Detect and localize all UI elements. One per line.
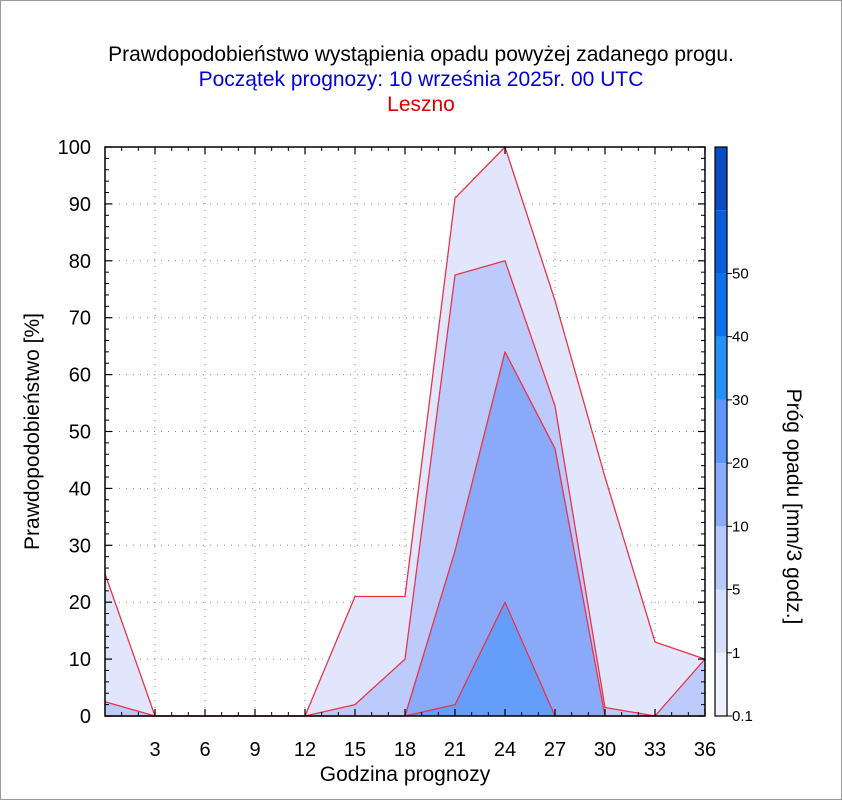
colorbar-segment (715, 463, 727, 527)
colorbar-tick-label: 30 (732, 392, 749, 409)
x-tick-label: 33 (644, 739, 666, 761)
colorbar-tick-label: 0.1 (732, 708, 753, 725)
chart-location: Leszno (387, 93, 455, 116)
y-tick-label: 40 (69, 478, 91, 500)
chart-subtitle: Początek prognozy: 10 września 2025r. 00… (198, 68, 644, 91)
x-tick-label: 30 (594, 739, 616, 761)
colorbar-label: Próg opadu [mm/3 godz.] (782, 389, 805, 625)
chart-title: Prawdopodobieństwo wystąpienia opadu pow… (108, 43, 734, 66)
x-tick-label: 36 (694, 739, 716, 761)
area-threshold-5 (105, 351, 705, 716)
y-tick-label: 0 (80, 706, 91, 728)
colorbar-segment (715, 399, 727, 464)
colorbar-segment (715, 147, 727, 211)
colorbar-segment (715, 589, 727, 653)
colorbar-tick-label: 20 (732, 455, 749, 472)
colorbar-segment (715, 273, 727, 337)
x-tick-label: 18 (394, 739, 416, 761)
x-tick-label: 24 (494, 739, 516, 761)
x-axis-label: Godzina prognozy (320, 763, 491, 786)
x-tick-label: 6 (199, 739, 210, 761)
x-tick-label: 12 (294, 739, 316, 761)
y-tick-label: 30 (69, 535, 91, 557)
y-tick-label: 100 (58, 137, 91, 159)
x-tick-label: 9 (249, 739, 260, 761)
x-tick-label: 21 (444, 739, 466, 761)
colorbar-segment (715, 210, 727, 274)
y-tick-label: 60 (69, 365, 91, 387)
y-axis-label: Prawdopodobieństwo [%] (21, 313, 44, 550)
colorbar-tick-label: 50 (732, 265, 749, 282)
y-tick-label: 90 (69, 194, 91, 216)
colorbar-segment (715, 526, 727, 590)
colorbar-segment (715, 652, 727, 716)
y-tick-label: 20 (69, 592, 91, 614)
y-tick-label: 50 (69, 422, 91, 444)
x-tick-label: 15 (344, 739, 366, 761)
x-tick-label: 27 (544, 739, 566, 761)
colorbar-tick-label: 5 (732, 582, 740, 599)
colorbar-tick-label: 40 (732, 329, 749, 346)
colorbar-tick-label: 1 (732, 645, 740, 662)
colorbar-border (714, 146, 728, 717)
colorbar-segment (715, 336, 727, 400)
y-tick-label: 80 (69, 251, 91, 273)
y-tick-label: 10 (69, 649, 91, 671)
colorbar-tick-label: 10 (732, 518, 749, 535)
x-tick-label: 3 (149, 739, 160, 761)
y-tick-label: 70 (69, 308, 91, 330)
